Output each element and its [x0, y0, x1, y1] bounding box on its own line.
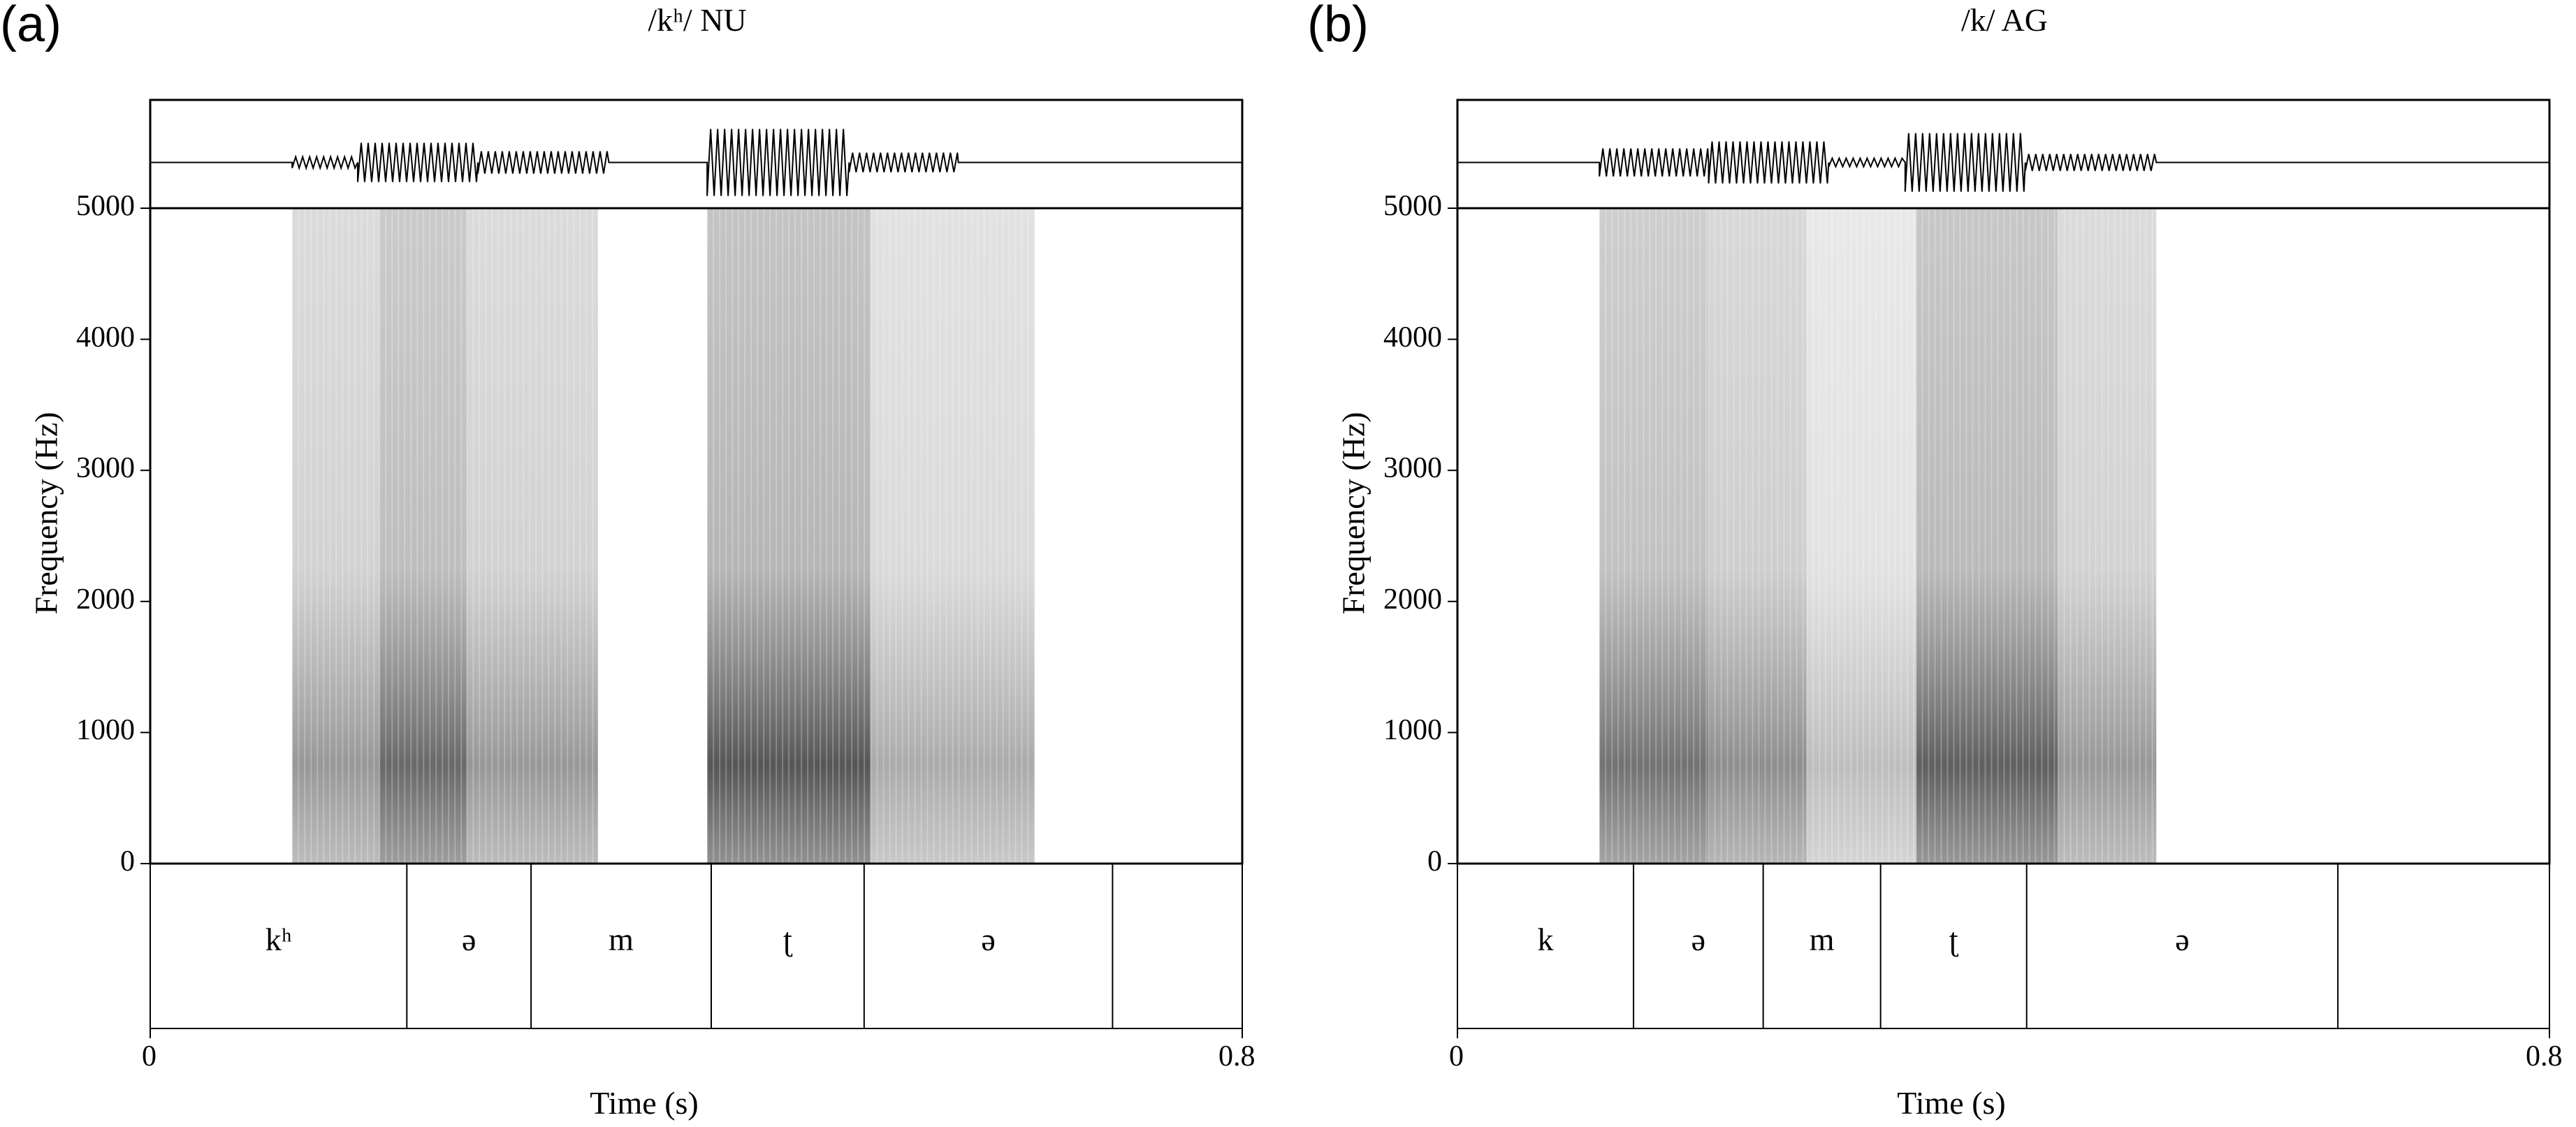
spectrogram-energy	[1599, 208, 1709, 864]
segment-label: ə	[2175, 922, 2190, 957]
x-tick-label: 0	[1449, 1040, 1464, 1073]
spectrogram-energy	[707, 208, 871, 864]
segment-label: ə	[981, 922, 996, 957]
panel-label: (a)	[0, 0, 61, 52]
segment-label: ə	[461, 922, 476, 957]
spectrogram-energy	[292, 208, 380, 864]
spectrogram-energy	[871, 208, 1035, 864]
panel-label: (b)	[1307, 0, 1369, 52]
y-tick-label: 4000	[76, 321, 135, 354]
y-tick-label: 0	[120, 845, 135, 878]
x-tick-label: 0.8	[1218, 1040, 1256, 1073]
textgrid-frame	[150, 863, 1243, 1029]
y-tick-label: 1000	[1383, 714, 1442, 747]
spectrogram-energy	[1807, 208, 1916, 864]
waveform	[1457, 133, 2549, 192]
waveform-frame	[1456, 99, 2551, 210]
panel-a: (a) /kʰ/ NU Frequency (Hz) Time (s) kʰ ə m…	[0, 0, 1256, 1121]
segment-label: m	[609, 922, 634, 957]
x-tick-label: 0	[142, 1040, 157, 1073]
spectrogram-energy	[2058, 208, 2157, 864]
segment-label: ʈ	[1949, 922, 1958, 957]
waveform	[150, 129, 1242, 196]
spectrogram-svg	[1448, 99, 2551, 1038]
y-tick-label: 1000	[76, 714, 135, 747]
y-tick-label: 4000	[1383, 321, 1442, 354]
spectrogram-svg	[140, 99, 1244, 1038]
y-tick-label: 5000	[1383, 190, 1442, 222]
waveform-frame	[149, 99, 1244, 210]
y-tick-label: 2000	[76, 583, 135, 616]
segment-label: m	[1809, 922, 1835, 957]
y-tick-label: 5000	[76, 190, 135, 222]
x-axis-label: Time (s)	[590, 1085, 699, 1121]
y-tick-label: 3000	[76, 452, 135, 485]
y-tick-label: 3000	[1383, 452, 1442, 485]
segment-label: ə	[1691, 922, 1706, 957]
segment-label: k	[1537, 922, 1554, 957]
spectrogram-energy	[379, 208, 467, 864]
segment-label: ʈ	[783, 922, 792, 957]
panel-title: /k/ AG	[1961, 2, 2048, 38]
y-tick-label: 2000	[1383, 583, 1442, 616]
spectrogram-energy	[1708, 208, 1807, 864]
x-axis-label: Time (s)	[1897, 1085, 2006, 1121]
spectrogram-energy	[1916, 208, 2058, 864]
segment-label: kʰ	[265, 922, 292, 957]
y-tick-label: 0	[1427, 845, 1442, 878]
panel-title: /kʰ/ NU	[648, 2, 747, 38]
x-tick-label: 0.8	[2526, 1040, 2563, 1073]
spectrogram-energy	[467, 208, 598, 864]
textgrid-frame	[1457, 863, 2550, 1029]
